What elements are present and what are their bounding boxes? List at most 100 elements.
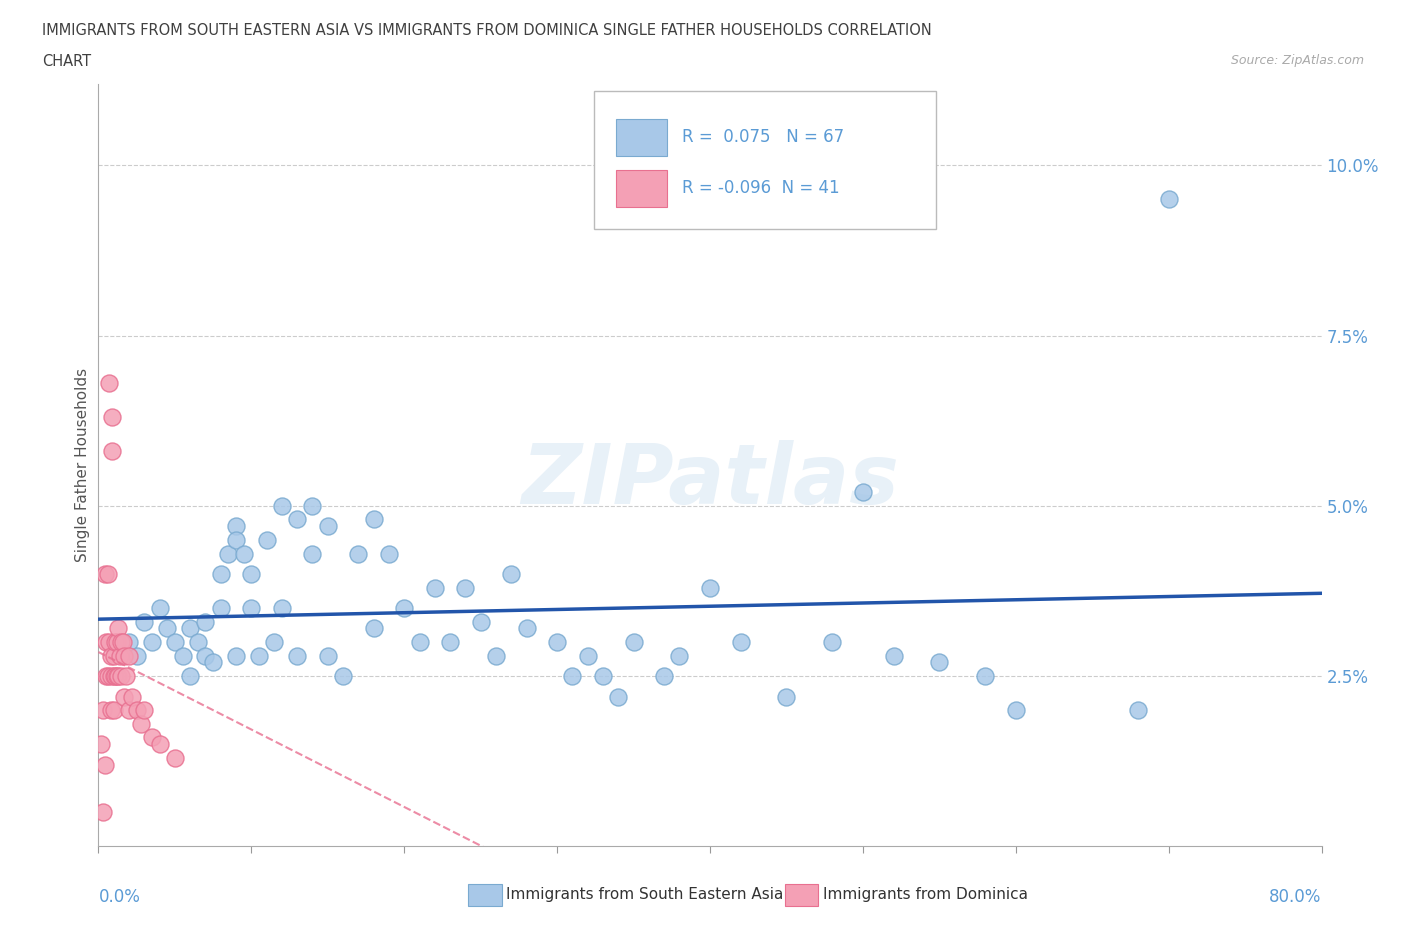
Point — [103, 703, 125, 718]
Point — [108, 648, 131, 663]
Point — [285, 648, 308, 663]
Point — [270, 498, 292, 513]
Point — [172, 648, 194, 663]
Point — [94, 634, 117, 649]
Point — [592, 669, 614, 684]
Point — [217, 546, 239, 561]
Point — [546, 634, 568, 649]
Point — [202, 655, 225, 670]
Point — [97, 566, 120, 581]
Point — [134, 614, 156, 629]
Point — [730, 634, 752, 649]
Point — [501, 566, 523, 581]
Point — [285, 512, 308, 527]
Point — [775, 689, 797, 704]
Point — [179, 621, 201, 636]
Point — [439, 634, 461, 649]
Point — [363, 621, 385, 636]
Point — [100, 703, 122, 718]
Point — [240, 601, 263, 616]
Point — [247, 648, 270, 663]
Point — [98, 634, 121, 649]
Point — [101, 410, 124, 425]
Point — [112, 648, 135, 663]
Point — [94, 669, 117, 684]
Point — [263, 634, 285, 649]
Point — [378, 546, 401, 561]
Point — [974, 669, 997, 684]
FancyBboxPatch shape — [616, 119, 668, 156]
Point — [141, 730, 163, 745]
Point — [110, 634, 132, 649]
Point — [163, 634, 186, 649]
FancyBboxPatch shape — [616, 170, 668, 207]
Point — [240, 566, 263, 581]
Text: Immigrants from South Eastern Asia: Immigrants from South Eastern Asia — [506, 887, 783, 902]
Point — [103, 648, 125, 663]
Point — [699, 580, 721, 595]
Point — [652, 669, 675, 684]
Point — [156, 621, 179, 636]
Point — [93, 757, 115, 772]
Point — [232, 546, 254, 561]
Point — [141, 634, 163, 649]
Point — [623, 634, 645, 649]
Point — [107, 621, 129, 636]
Point — [454, 580, 477, 595]
Point — [301, 498, 323, 513]
Point — [423, 580, 446, 595]
Point — [118, 703, 141, 718]
Point — [134, 703, 156, 718]
Point — [301, 546, 323, 561]
Point — [392, 601, 416, 616]
Point — [1157, 192, 1180, 206]
Point — [111, 634, 134, 649]
Point — [101, 444, 124, 458]
Point — [209, 601, 232, 616]
Point — [163, 751, 186, 765]
Point — [821, 634, 844, 649]
Point — [270, 601, 292, 616]
Text: CHART: CHART — [42, 54, 91, 69]
FancyBboxPatch shape — [593, 91, 936, 229]
Y-axis label: Single Father Households: Single Father Households — [75, 368, 90, 562]
Point — [1128, 703, 1150, 718]
Point — [125, 703, 148, 718]
Text: R =  0.075   N = 67: R = 0.075 N = 67 — [682, 128, 844, 146]
Point — [121, 689, 143, 704]
Point — [928, 655, 950, 670]
Point — [129, 716, 152, 731]
Point — [470, 614, 492, 629]
Text: R = -0.096  N = 41: R = -0.096 N = 41 — [682, 179, 839, 197]
Point — [194, 614, 217, 629]
Point — [316, 519, 339, 534]
Point — [316, 648, 339, 663]
Point — [363, 512, 385, 527]
Point — [149, 737, 172, 751]
Point — [149, 601, 172, 616]
Point — [97, 669, 120, 684]
Point — [118, 634, 141, 649]
Point — [225, 648, 247, 663]
Point — [332, 669, 354, 684]
Point — [91, 804, 114, 819]
Point — [225, 533, 247, 548]
Text: 80.0%: 80.0% — [1270, 888, 1322, 906]
Point — [100, 669, 122, 684]
Point — [112, 689, 135, 704]
Point — [256, 533, 278, 548]
Point — [90, 737, 112, 751]
Point — [576, 648, 599, 663]
Point — [668, 648, 690, 663]
Point — [485, 648, 508, 663]
Point — [93, 566, 115, 581]
Point — [194, 648, 217, 663]
Point — [852, 485, 875, 499]
Text: Immigrants from Dominica: Immigrants from Dominica — [823, 887, 1028, 902]
Point — [104, 634, 127, 649]
Point — [103, 669, 125, 684]
Text: ZIPatlas: ZIPatlas — [522, 440, 898, 521]
Point — [1004, 703, 1026, 718]
Point — [115, 669, 138, 684]
Point — [179, 669, 201, 684]
